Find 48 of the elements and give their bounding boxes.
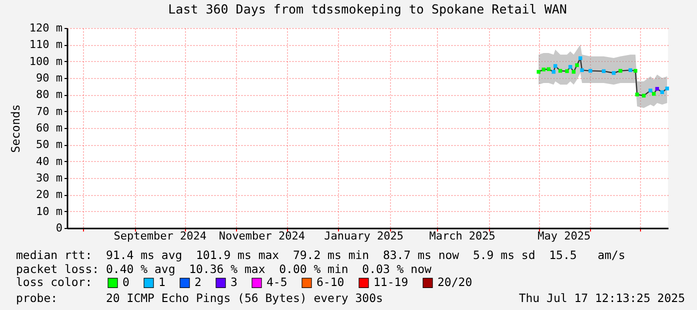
legend-title: loss color:	[16, 275, 92, 289]
x-tick-label: January 2025	[324, 230, 404, 242]
legend-label: 6-10	[316, 274, 344, 289]
point	[542, 68, 546, 72]
y-tick-label: 40 m	[36, 154, 63, 168]
point	[575, 63, 579, 68]
legend-label: 11-19	[374, 274, 408, 289]
text: Thu Jul 17 12:13:25 2025	[518, 291, 685, 305]
x-tick-label: September 2024	[114, 230, 207, 242]
point	[553, 64, 558, 68]
point	[635, 92, 639, 96]
point	[618, 68, 622, 73]
y-tick-label: 0	[56, 222, 62, 234]
y-axis-title: Seconds	[8, 104, 22, 153]
y-tick-label: 100 m	[29, 54, 63, 68]
point	[612, 71, 616, 75]
legend-label: 3	[230, 274, 238, 289]
point	[648, 88, 652, 92]
y-tick-label: 110 m	[29, 38, 63, 52]
line-series	[538, 58, 668, 96]
chart-title: Last 360 Days from tdssmokeping to Spokane Retail WAN	[168, 2, 567, 16]
point	[546, 67, 550, 72]
point	[580, 68, 584, 72]
legend-label: 20/20	[438, 274, 472, 289]
y-tick-label: 50 m	[36, 138, 63, 152]
y-tick-label: 70 m	[36, 104, 63, 118]
text: median rtt: 91.4 ms avg 101.9 ms max 79.2 ms min 83.7 ms now 5.9 ms sd 15.5 am/s	[16, 248, 626, 262]
y-tick-label: 120 m	[29, 22, 63, 34]
y-tick-label: 60 m	[36, 122, 63, 134]
text: packet loss: 0.40 % avg 10.36 % max 0.00 % min 0.03 % now	[16, 262, 432, 276]
legend-label: 1	[158, 274, 166, 289]
y-tick-label: 30 m	[36, 172, 63, 184]
y-tick-label: 90 m	[36, 72, 63, 84]
text: probe: 20 ICMP Echo Pings (56 Bytes) every 300s	[16, 291, 383, 305]
y-tick-label: 10 m	[36, 204, 63, 218]
point	[634, 68, 638, 73]
legend-label: 2	[194, 274, 202, 289]
point	[565, 69, 569, 74]
point	[536, 70, 540, 74]
y-tick-label: 80 m	[36, 88, 63, 102]
x-tick-label: March 2025	[429, 230, 496, 242]
point	[628, 68, 632, 72]
y-tick-label: 20 m	[36, 188, 63, 202]
x-tick-label: May 2025	[538, 230, 591, 242]
point	[665, 86, 670, 90]
x-tick-label: November 2024	[218, 230, 306, 242]
legend-label: 0	[122, 274, 130, 289]
legend-label: 4-5	[266, 274, 288, 289]
